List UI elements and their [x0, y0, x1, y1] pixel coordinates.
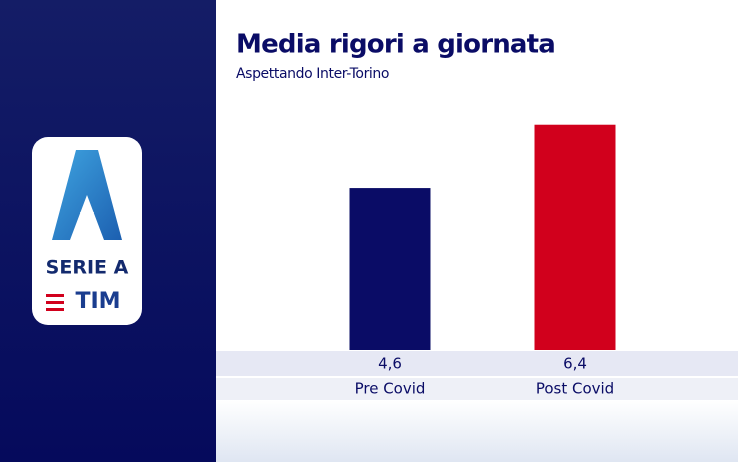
logo-stripe [46, 308, 64, 311]
chart-title: Media rigori a giornata [236, 30, 555, 60]
logo-stripe [46, 294, 64, 297]
value-row [216, 351, 738, 376]
logo-sponsor: TIM [75, 289, 120, 314]
logo-a [52, 150, 122, 240]
value-label: 6,4 [563, 355, 587, 373]
category-label: Post Covid [536, 380, 614, 398]
bar [349, 188, 431, 350]
logo-a-hole [80, 212, 94, 232]
logo-stripe [46, 301, 64, 304]
bar [534, 124, 616, 350]
category-label: Pre Covid [355, 380, 426, 398]
value-label: 4,6 [378, 355, 402, 373]
logo-name: SERIE A [46, 257, 129, 279]
logo: SERIE A TIM [32, 137, 142, 325]
category-row [216, 378, 738, 400]
bottom-fade [216, 400, 738, 462]
chart-subtitle: Aspettando Inter-Torino [236, 66, 389, 82]
